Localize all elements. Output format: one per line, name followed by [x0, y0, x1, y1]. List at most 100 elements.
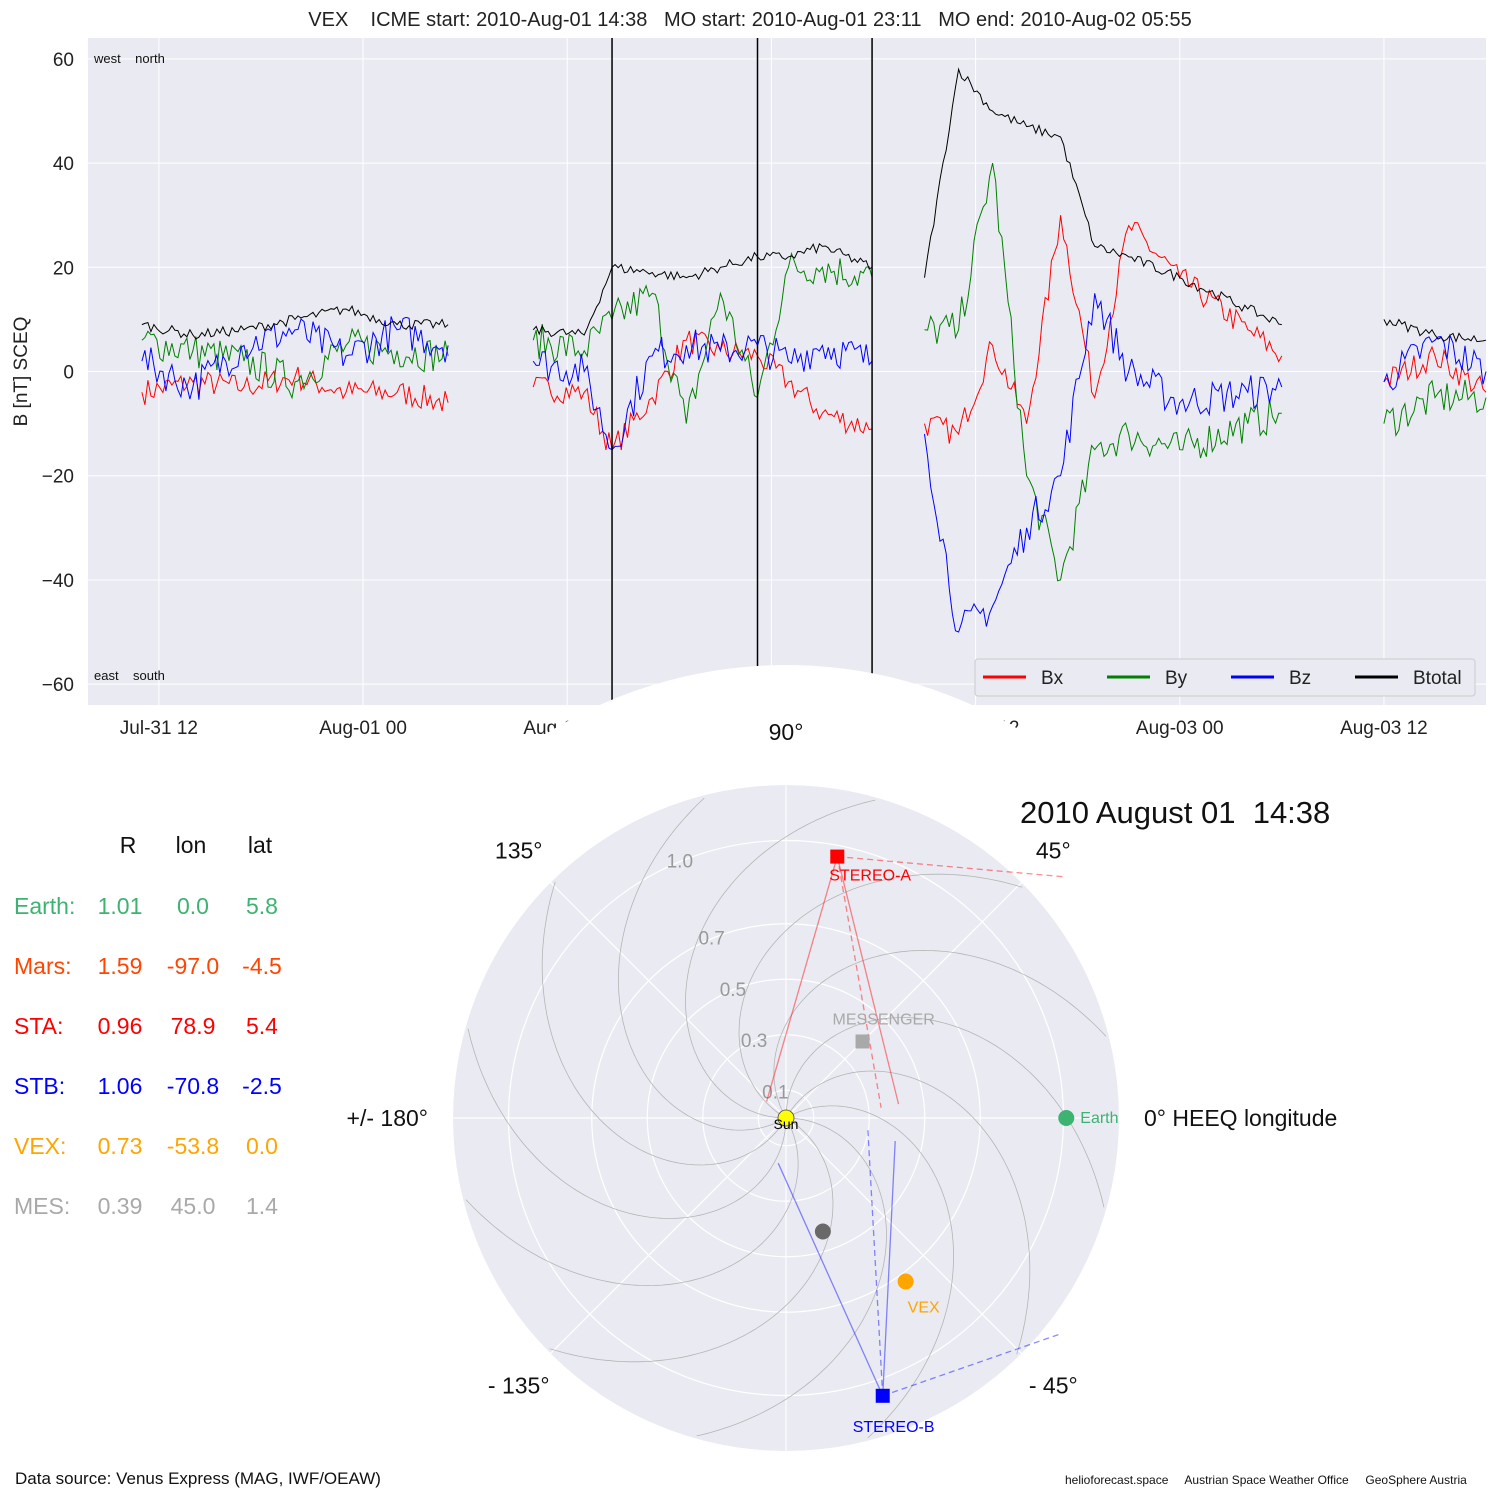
polar-spoke [550, 1117, 787, 1354]
body-label: Sun [774, 1116, 799, 1132]
table-row-name: Mars: [14, 953, 72, 979]
series-line-by [141, 327, 449, 400]
series-line-btotal [1383, 318, 1487, 343]
angle-label: 135° [495, 838, 543, 864]
body-marker-sun [777, 1109, 795, 1127]
radial-tick-label: 1.0 [667, 852, 693, 873]
table-cell-lon: -70.8 [166, 1073, 220, 1099]
series-line-bz [532, 329, 873, 451]
body-marker-stereo-a [830, 849, 845, 864]
y-tick-label: −40 [42, 571, 74, 592]
legend-label: Bx [1041, 668, 1064, 689]
parker-spiral-line [696, 1117, 887, 1437]
series-line-bx [924, 215, 1283, 444]
table-cell-lon: 45.0 [170, 1193, 216, 1219]
table-cell-lat: -2.5 [242, 1073, 282, 1099]
table-cell-lon: -97.0 [166, 953, 220, 979]
legend-label: Btotal [1413, 668, 1462, 689]
instrument-fov-dashed-line [836, 856, 882, 1108]
table-header-lon: lon [175, 832, 207, 858]
polar-outer-mask [333, 665, 1239, 1500]
y-axis-label: B [nT] SCEQ [11, 317, 32, 427]
y-tick-label: 40 [53, 154, 74, 175]
x-tick-label: Aug-03 12 [1340, 718, 1428, 739]
body-label: Earth [1080, 1110, 1118, 1127]
legend-label: By [1165, 668, 1188, 689]
series-line-bz [1383, 333, 1487, 391]
body-marker-earth [1058, 1110, 1075, 1126]
body-label: VEX [908, 1299, 940, 1316]
corner-label-top: west north [93, 51, 165, 66]
legend-label: Bz [1289, 668, 1311, 689]
parker-spiral-line [467, 1028, 787, 1219]
table-cell-r: 0.96 [97, 1013, 143, 1039]
series-line-by [1383, 379, 1487, 438]
parker-spiral-line [549, 1117, 834, 1363]
series-line-bx [1383, 345, 1487, 393]
angle-label: - 45° [1029, 1372, 1078, 1398]
magnetic-field-timeseries-chart: Jul-31 12 Aug-01 00 Aug-01 12 Aug-02 00 Aug-… [11, 38, 1487, 739]
x-tick-label: Jul-31 12 [120, 718, 198, 739]
body-marker-vex [897, 1273, 914, 1290]
instrument-fov-dashed-line [837, 855, 1067, 878]
y-tick-label: −60 [42, 675, 74, 696]
instrument-fov-line [777, 1162, 884, 1397]
table-cell-r: 1.59 [97, 953, 143, 979]
parker-spiral-line [617, 797, 787, 1131]
table-cell-lon: 0.0 [177, 893, 209, 919]
instrument-fov-line [765, 856, 838, 1102]
instrument-fov-line [836, 856, 900, 1105]
table-cell-lat: 5.4 [246, 1013, 278, 1039]
polar-plot-title: 2010 August 01 14:38 [1020, 795, 1331, 830]
body-marker-stereo-b [875, 1388, 890, 1403]
timeseries-title: VEX ICME start: 2010-Aug-01 14:38 MO sta… [308, 9, 1192, 31]
instrument-fov-line [882, 1141, 896, 1396]
series-line-bz [924, 293, 1283, 633]
x-tick-label: Aug-03 00 [1136, 718, 1224, 739]
series-line-bx [532, 330, 873, 452]
legend-box [974, 658, 1476, 697]
table-row-name: MES: [14, 1193, 71, 1219]
series-line-btotal [924, 67, 1282, 326]
table-cell-lat: -4.5 [242, 953, 282, 979]
table-header-r: R [119, 832, 137, 858]
radial-tick-label: 0.5 [720, 980, 746, 1001]
series-line-by [924, 162, 1282, 582]
x-tick-label: Aug-01 00 [319, 718, 407, 739]
table-cell-lat: 1.4 [246, 1193, 278, 1219]
angle-label: - 135° [488, 1372, 550, 1398]
radial-tick-label: 0.7 [698, 929, 724, 950]
angle-label: +/- 180° [347, 1105, 428, 1131]
table-cell-lon: 78.9 [170, 1013, 216, 1039]
y-tick-label: 60 [53, 50, 74, 71]
credits-note: helioforecast.space Austrian Space Weath… [1065, 1473, 1467, 1487]
corner-label-bottom: east south [94, 668, 165, 683]
polar-spoke [785, 1117, 1022, 1354]
table-row-name: STA: [14, 1013, 64, 1039]
y-tick-label: 20 [53, 258, 74, 279]
table-cell-lat: 5.8 [246, 893, 278, 919]
series-line-bx [141, 366, 449, 412]
table-header-lat: lat [247, 832, 273, 858]
angle-label: 0° HEEQ longitude [1144, 1105, 1337, 1131]
y-tick-label: −20 [42, 467, 74, 488]
table-row-name: Earth: [14, 893, 76, 919]
parker-spiral-line [465, 1117, 799, 1287]
parker-spiral-line [738, 873, 1023, 1119]
table-row-name: VEX: [14, 1133, 67, 1159]
body-marker-messenger [855, 1034, 870, 1049]
body-label: MESSENGER [833, 1011, 935, 1028]
table-cell-r: 1.01 [97, 893, 143, 919]
table-cell-r: 0.39 [97, 1193, 143, 1219]
y-tick-label: 0 [63, 363, 74, 384]
parker-spiral-line [541, 881, 787, 1166]
body-label: STEREO-A [829, 868, 911, 885]
polar-spoke [550, 882, 787, 1119]
instrument-fov-dashed-line [867, 1126, 884, 1396]
polar-spoke [785, 882, 1022, 1119]
parker-spiral-line [773, 949, 1107, 1119]
parker-spiral-line [785, 1105, 955, 1439]
parker-spiral-line [785, 1070, 1031, 1355]
table-cell-r: 0.73 [97, 1133, 143, 1159]
